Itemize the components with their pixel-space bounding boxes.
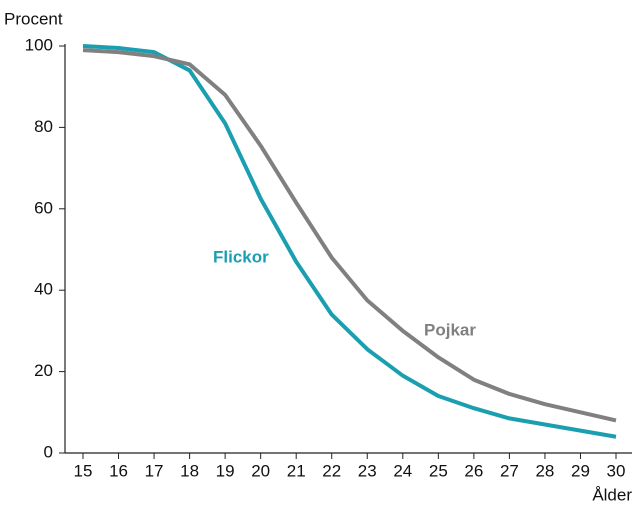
series-label: Pojkar xyxy=(424,320,476,339)
y-tick-label: 20 xyxy=(34,361,53,380)
y-axis-label: Procent xyxy=(4,9,63,28)
series-line xyxy=(82,44,617,439)
x-tick-label: 21 xyxy=(287,461,306,480)
x-tick-label: 28 xyxy=(535,461,554,480)
x-tick-label: 18 xyxy=(180,461,199,480)
x-tick-label: 16 xyxy=(109,461,128,480)
x-tick-label: 20 xyxy=(251,461,270,480)
y-tick-label: 100 xyxy=(25,35,53,54)
series-label: Flickor xyxy=(213,247,269,266)
x-axis-label: Ålder xyxy=(592,485,632,504)
x-tick-label: 22 xyxy=(322,461,341,480)
x-tick-label: 24 xyxy=(393,461,412,480)
y-tick-label: 80 xyxy=(34,117,53,136)
x-tick-label: 30 xyxy=(607,461,626,480)
series-line xyxy=(82,48,617,423)
y-tick-label: 0 xyxy=(44,442,53,461)
x-tick-label: 15 xyxy=(74,461,93,480)
x-tick-label: 27 xyxy=(500,461,519,480)
x-tick-label: 17 xyxy=(145,461,164,480)
x-tick-label: 23 xyxy=(358,461,377,480)
x-tick-label: 26 xyxy=(464,461,483,480)
y-tick-label: 60 xyxy=(34,198,53,217)
x-tick-label: 25 xyxy=(429,461,448,480)
x-tick-label: 29 xyxy=(571,461,590,480)
y-tick-label: 40 xyxy=(34,280,53,299)
x-tick-label: 19 xyxy=(216,461,235,480)
